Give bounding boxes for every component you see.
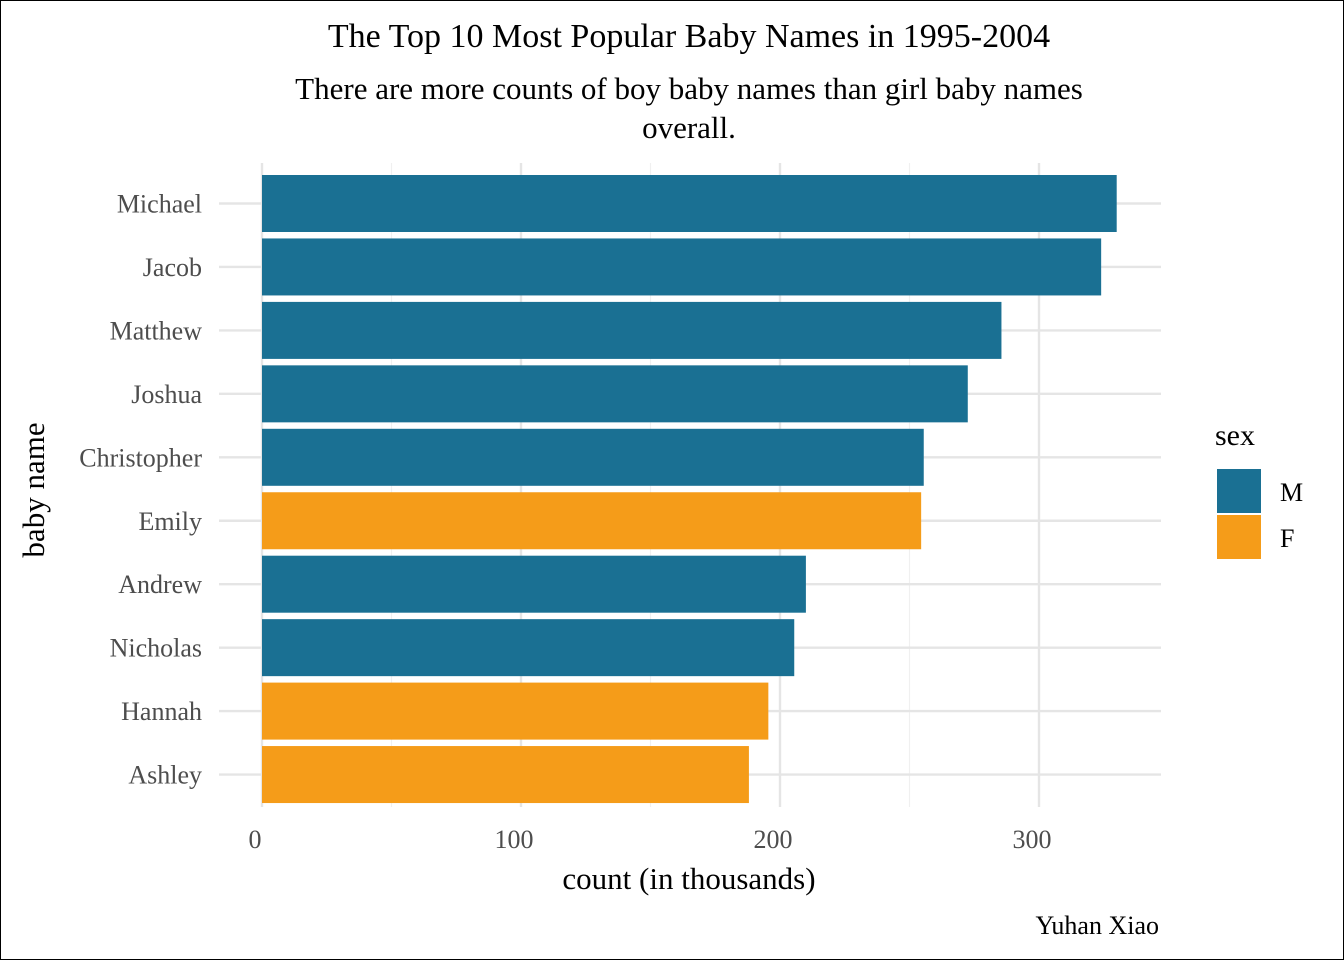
bar-christopher: [262, 428, 924, 486]
y-tick-label-michael: Michael: [117, 190, 202, 219]
legend-swatch-f: [1217, 515, 1261, 559]
x-tick-label: 300: [1013, 825, 1052, 854]
legend: sex M F: [1215, 419, 1303, 559]
x-tick-label: 0: [249, 825, 262, 854]
chart-caption: Yuhan Xiao: [1036, 911, 1159, 940]
y-tick-label-joshua: Joshua: [131, 380, 202, 409]
y-tick-labels: Michael Jacob Matthew Joshua Christopher Emil…: [79, 190, 202, 790]
y-axis-title: baby name: [16, 422, 51, 557]
chart-subtitle-line-2: overall.: [642, 110, 736, 145]
bar-matthew: [262, 301, 1002, 359]
y-tick-label-andrew: Andrew: [118, 570, 202, 599]
legend-label-m: M: [1280, 478, 1303, 507]
x-tick-labels: 0 100 200 300: [249, 825, 1052, 854]
y-tick-label-ashley: Ashley: [128, 761, 202, 790]
bar-hannah: [262, 682, 769, 740]
legend-swatch-m: [1217, 469, 1261, 513]
y-tick-label-christopher: Christopher: [79, 443, 202, 472]
bar-layer: [262, 175, 1117, 804]
chart-title: The Top 10 Most Popular Baby Names in 19…: [328, 18, 1050, 55]
x-tick-label: 200: [754, 825, 793, 854]
x-axis-title: count (in thousands): [562, 861, 815, 896]
y-tick-label-matthew: Matthew: [110, 316, 203, 345]
legend-title: sex: [1215, 419, 1255, 452]
bar-emily: [262, 492, 922, 550]
legend-label-f: F: [1280, 524, 1294, 553]
bar-michael: [262, 175, 1117, 232]
bar-joshua: [262, 365, 968, 423]
x-tick-label: 100: [495, 825, 534, 854]
chart-subtitle-line-1: There are more counts of boy baby names …: [295, 71, 1083, 106]
bar-ashley: [262, 746, 749, 804]
y-tick-label-emily: Emily: [138, 507, 202, 536]
bar-andrew: [262, 555, 806, 613]
y-tick-label-jacob: Jacob: [143, 253, 202, 282]
bar-jacob: [262, 238, 1102, 296]
y-tick-label-hannah: Hannah: [121, 697, 202, 726]
bar-nicholas: [262, 619, 795, 677]
y-tick-label-nicholas: Nicholas: [110, 634, 202, 663]
